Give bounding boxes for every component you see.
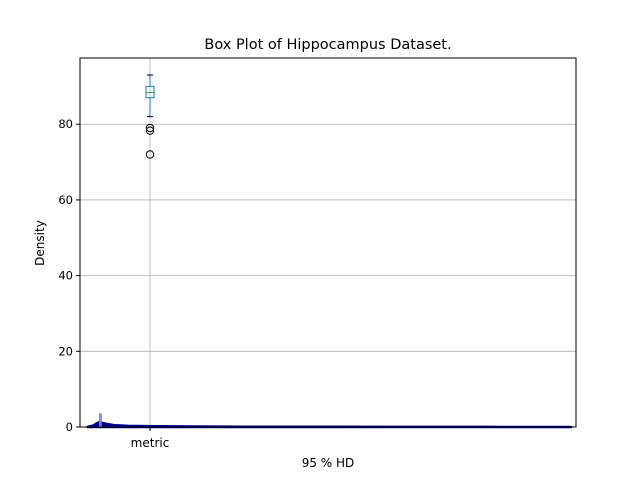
grid-lines (80, 58, 576, 428)
y-tick-label: 40 (58, 269, 73, 283)
axis-ticks: 0 20 40 60 80 metric (58, 117, 169, 450)
outlier-point (145, 150, 155, 159)
chart-title: Box Plot of Hippocampus Dataset. (204, 37, 451, 53)
plot-data (86, 74, 573, 429)
histogram-bar (99, 413, 102, 428)
y-tick-label: 0 (66, 420, 73, 434)
x-tick-label: metric (131, 436, 170, 450)
y-tick-label: 20 (58, 344, 73, 358)
y-tick-label: 60 (58, 193, 73, 207)
y-axis-label: Density (33, 220, 47, 266)
outlier-point (145, 126, 155, 135)
density-curve (86, 420, 573, 429)
plot-area-frame (79, 57, 577, 428)
outlier-point (145, 123, 155, 133)
x-axis-label: 95 % HD (302, 456, 355, 470)
y-tick-label: 80 (58, 117, 73, 131)
